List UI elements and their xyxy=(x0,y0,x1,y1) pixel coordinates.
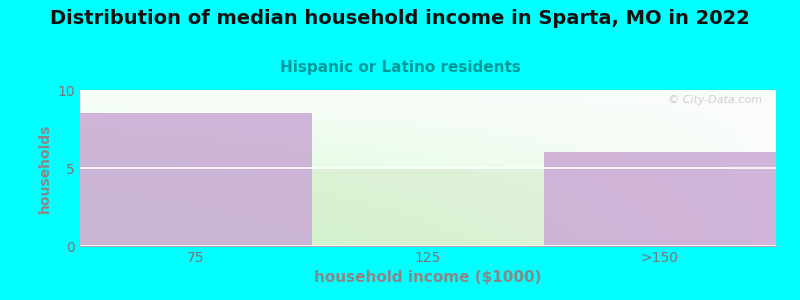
Y-axis label: households: households xyxy=(38,123,52,213)
Text: Hispanic or Latino residents: Hispanic or Latino residents xyxy=(279,60,521,75)
Text: © City-Data.com: © City-Data.com xyxy=(668,95,762,105)
X-axis label: household income ($1000): household income ($1000) xyxy=(314,270,542,285)
Bar xyxy=(312,168,544,246)
Text: Distribution of median household income in Sparta, MO in 2022: Distribution of median household income … xyxy=(50,9,750,28)
Bar xyxy=(544,152,776,246)
Bar xyxy=(80,113,312,246)
